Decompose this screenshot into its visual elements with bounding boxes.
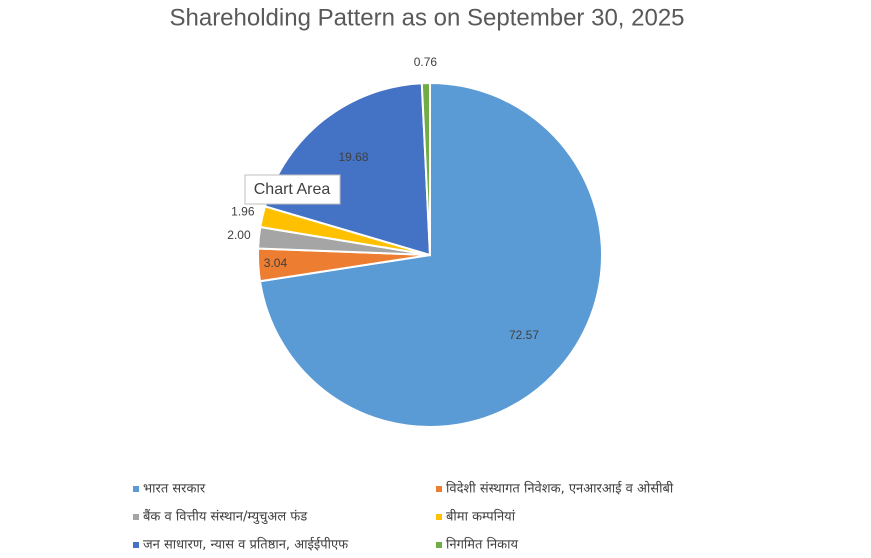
chart-title: Shareholding Pattern as on September 30,… bbox=[169, 4, 684, 31]
data-label: 2.00 bbox=[227, 228, 251, 242]
pie-slice bbox=[420, 81, 431, 256]
legend-swatch bbox=[133, 514, 139, 520]
legend-label: निगमित निकाय bbox=[446, 537, 519, 553]
data-label: 3.04 bbox=[264, 256, 288, 270]
data-label: 72.57 bbox=[509, 328, 539, 342]
legend-label: भारत सरकार bbox=[143, 482, 206, 497]
legend-label: बैंक व वित्तीय संस्थान/म्युचुअल फंड bbox=[143, 509, 308, 525]
legend-label: विदेशी संस्थागत निवेशक, एनआरआई व ओसीबी bbox=[446, 481, 674, 497]
legend-swatch bbox=[436, 514, 442, 520]
legend-swatch bbox=[133, 486, 139, 492]
legend-label: बीमा कम्पनियां bbox=[446, 509, 516, 525]
pie: 72.57 3.04 2.00 1.96 19.68 0.76 bbox=[227, 55, 603, 428]
data-label: 0.76 bbox=[414, 55, 438, 69]
legend-swatch bbox=[436, 542, 442, 548]
legend: भारत सरकार विदेशी संस्थागत निवेशक, एनआरआई… bbox=[133, 481, 674, 553]
tooltip: Chart Area bbox=[244, 174, 341, 205]
tooltip-box bbox=[244, 174, 341, 205]
tooltip-text: Chart Area bbox=[254, 181, 331, 198]
data-label: 1.96 bbox=[231, 204, 255, 218]
legend-label: जन साधारण, न्यास व प्रतिष्ठान, आईईपीएफ bbox=[143, 537, 349, 553]
data-label: 19.68 bbox=[338, 150, 368, 164]
legend-swatch bbox=[133, 542, 139, 548]
pie-slice bbox=[258, 81, 603, 428]
legend-swatch bbox=[436, 486, 442, 492]
